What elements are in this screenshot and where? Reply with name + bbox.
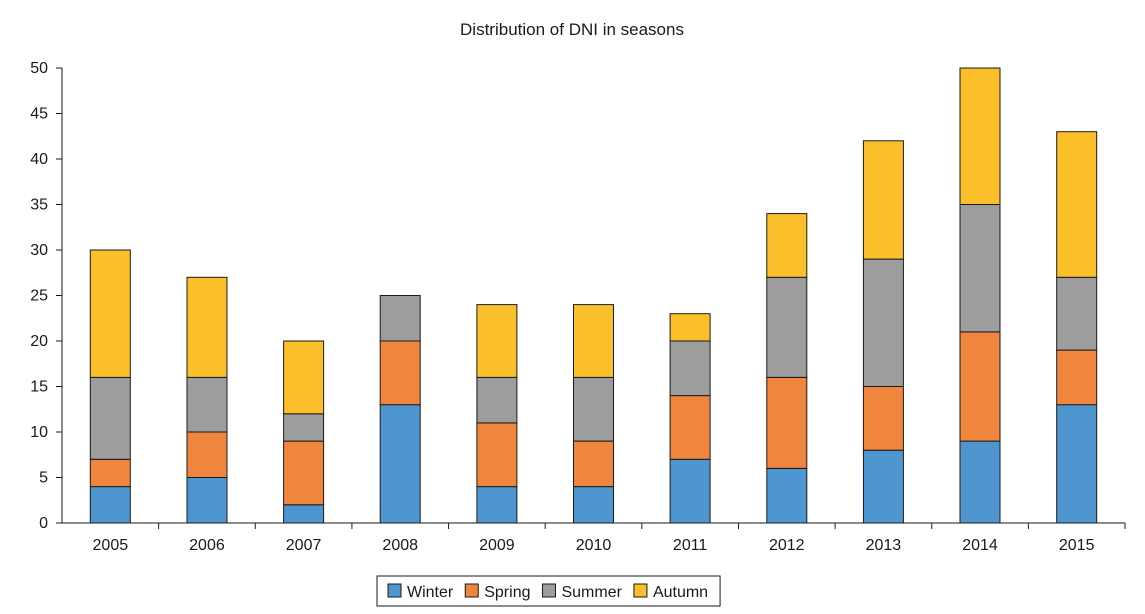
bar-summer-2006	[186, 376, 228, 433]
bar-summer-2005	[89, 376, 131, 460]
bar-winter-2009	[476, 486, 518, 524]
x-tick-label-2005: 2005	[93, 537, 129, 554]
x-tick-label-2011: 2011	[673, 537, 708, 554]
bar-winter-2012	[766, 467, 808, 524]
bar-autumn-2013	[862, 140, 904, 260]
legend-swatch-spring	[464, 583, 479, 598]
x-tick-label-2008: 2008	[382, 537, 418, 554]
bar-autumn-2009	[476, 304, 518, 378]
bar-winter-2011	[669, 458, 711, 524]
legend-label-autumn: Autumn	[653, 584, 708, 601]
bar-autumn-2007	[283, 340, 325, 415]
legend-swatch-autumn	[633, 583, 648, 598]
bar-spring-2009	[476, 422, 518, 488]
bars-group	[89, 67, 1098, 524]
bar-spring-2015	[1056, 349, 1098, 406]
bar-summer-2008	[379, 295, 421, 342]
y-tick-label-30: 30	[30, 242, 48, 259]
x-tick-label-2014: 2014	[962, 537, 998, 554]
x-tick-label-2015: 2015	[1059, 537, 1095, 554]
bar-winter-2008	[379, 404, 421, 524]
bar-spring-2005	[89, 458, 131, 488]
bar-winter-2005	[89, 486, 131, 524]
axes-group: 0 5 10 15 20 25 30 35 40 45 50 2005 2006 2007 2008 2009…	[30, 60, 1126, 554]
bar-summer-2011	[669, 340, 711, 397]
legend-swatch-winter	[387, 583, 402, 598]
bar-winter-2015	[1056, 404, 1098, 524]
bar-spring-2014	[959, 331, 1001, 442]
y-tick-label-5: 5	[39, 470, 48, 487]
x-tick-label-2009: 2009	[479, 537, 515, 554]
bar-autumn-2005	[89, 249, 131, 378]
bar-winter-2013	[862, 449, 904, 524]
bar-summer-2007	[283, 413, 325, 442]
bar-winter-2007	[283, 504, 325, 524]
bar-autumn-2011	[669, 313, 711, 342]
legend: Winter Spring Summer Autumn	[376, 575, 721, 607]
chart-title: Distribution of DNI in seasons	[460, 20, 684, 39]
bar-summer-2013	[862, 258, 904, 388]
bar-spring-2008	[379, 340, 421, 406]
bar-spring-2013	[862, 386, 904, 451]
y-tick-label-10: 10	[30, 424, 48, 441]
bar-summer-2012	[766, 276, 808, 378]
bar-summer-2014	[959, 204, 1001, 333]
legend-label-winter: Winter	[407, 584, 454, 601]
y-tick-label-40: 40	[30, 151, 48, 168]
y-tick-label-35: 35	[30, 197, 48, 214]
x-tick-label-2010: 2010	[576, 537, 612, 554]
bar-spring-2006	[186, 431, 228, 478]
y-tick-label-15: 15	[30, 379, 48, 396]
legend-label-spring: Spring	[484, 584, 530, 601]
bar-autumn-2006	[186, 276, 228, 378]
x-tick-label-2007: 2007	[286, 537, 322, 554]
bar-winter-2006	[186, 477, 228, 524]
bar-spring-2007	[283, 440, 325, 506]
bar-winter-2010	[573, 486, 614, 524]
y-tick-label-25: 25	[30, 288, 48, 305]
legend-label-summer: Summer	[561, 584, 622, 601]
bar-autumn-2012	[766, 213, 808, 278]
bar-spring-2012	[766, 376, 808, 469]
bar-winter-2014	[959, 440, 1001, 524]
y-tick-label-50: 50	[30, 60, 48, 77]
legend-swatch-summer	[541, 583, 556, 598]
x-tick-label-2012: 2012	[769, 537, 805, 554]
bar-summer-2015	[1056, 276, 1098, 351]
bar-autumn-2014	[959, 67, 1001, 205]
y-tick-label-0: 0	[39, 515, 48, 532]
bar-summer-2010	[573, 376, 614, 442]
bar-spring-2011	[669, 395, 711, 460]
bar-summer-2009	[476, 376, 518, 424]
bar-autumn-2015	[1056, 131, 1098, 278]
bar-spring-2010	[573, 440, 614, 488]
x-tick-label-2013: 2013	[866, 537, 902, 554]
x-tick-label-2006: 2006	[189, 537, 225, 554]
y-tick-label-20: 20	[30, 333, 48, 350]
bar-autumn-2010	[573, 304, 614, 378]
y-tick-label-45: 45	[30, 106, 48, 123]
